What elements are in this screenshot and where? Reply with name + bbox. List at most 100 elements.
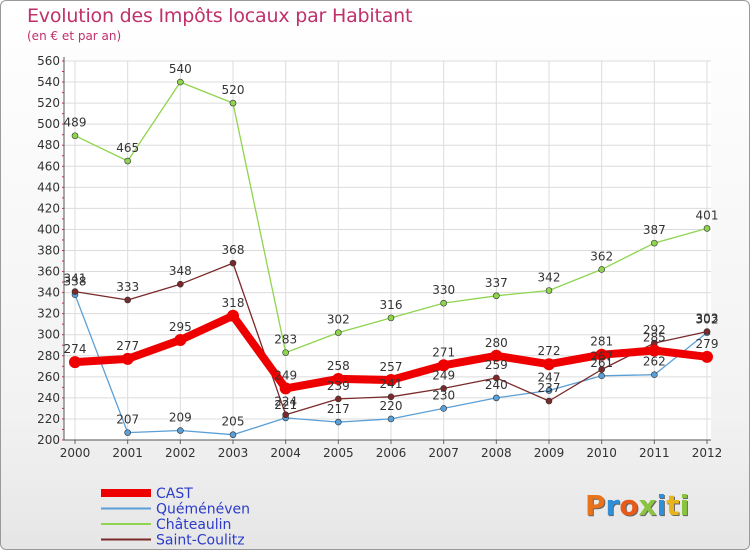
data-label: 333 xyxy=(116,280,139,294)
data-label: 237 xyxy=(538,381,561,395)
chart-subtitle: (en € et par an) xyxy=(27,29,122,43)
y-tick-label: 200 xyxy=(37,433,60,447)
x-tick-label: 2008 xyxy=(481,446,512,460)
data-point xyxy=(493,394,500,402)
data-point xyxy=(545,287,553,294)
y-tick-label: 360 xyxy=(37,265,60,279)
data-point xyxy=(598,266,605,273)
data-point xyxy=(279,382,292,395)
data-label: 230 xyxy=(432,388,455,402)
data-point xyxy=(545,397,553,405)
data-point xyxy=(177,78,184,86)
data-label: 224 xyxy=(274,395,297,409)
data-point xyxy=(440,299,447,307)
data-label: 465 xyxy=(116,141,139,155)
data-point xyxy=(177,280,184,288)
data-label: 267 xyxy=(590,349,613,363)
data-point xyxy=(71,132,79,140)
y-tick-label: 380 xyxy=(37,244,60,258)
data-point xyxy=(543,358,555,371)
data-point xyxy=(595,348,608,361)
data-point xyxy=(227,309,239,322)
data-label: 279 xyxy=(696,337,719,351)
data-label: 249 xyxy=(432,368,455,382)
y-tick-label: 520 xyxy=(37,96,60,110)
data-point xyxy=(598,366,605,373)
data-label: 292 xyxy=(643,323,666,337)
data-label: 302 xyxy=(696,313,719,327)
data-label: 302 xyxy=(327,313,350,327)
data-label: 277 xyxy=(116,339,139,353)
data-label: 217 xyxy=(327,402,350,416)
data-label: 239 xyxy=(327,379,350,393)
legend-label: Châteaulin xyxy=(156,517,231,533)
data-label: 261 xyxy=(590,356,613,370)
x-tick-label: 2011 xyxy=(639,446,670,460)
data-point xyxy=(490,349,503,362)
data-point xyxy=(385,373,397,386)
data-point xyxy=(229,431,237,439)
x-tick-label: 2005 xyxy=(323,446,354,460)
data-label: 259 xyxy=(485,358,508,372)
data-point xyxy=(69,356,81,369)
y-tick-label: 420 xyxy=(37,201,60,215)
data-label: 330 xyxy=(432,283,455,297)
data-point xyxy=(493,374,500,382)
data-label: 520 xyxy=(222,83,245,97)
legend-label: Saint-Coulitz xyxy=(156,533,245,549)
x-tick-label: 2007 xyxy=(428,446,459,460)
data-point xyxy=(124,429,131,436)
data-label: 401 xyxy=(696,208,719,222)
data-label: 257 xyxy=(380,360,403,374)
data-point xyxy=(703,328,711,335)
data-label: 489 xyxy=(64,116,87,130)
data-label: 316 xyxy=(380,298,403,312)
data-label: 348 xyxy=(169,264,192,278)
data-label: 207 xyxy=(116,413,139,427)
data-point xyxy=(387,393,395,401)
x-tick-label: 2010 xyxy=(586,446,617,460)
y-tick-label: 220 xyxy=(37,412,60,426)
data-point xyxy=(121,352,134,365)
proxiti-logo: Proxiti xyxy=(585,489,690,522)
data-label: 272 xyxy=(538,344,561,358)
y-tick-label: 540 xyxy=(37,75,60,89)
x-tick-label: 2012 xyxy=(692,446,723,460)
data-label: 240 xyxy=(485,378,508,392)
data-label: 241 xyxy=(380,377,403,391)
y-tick-label: 260 xyxy=(37,370,60,384)
data-label: 205 xyxy=(222,415,245,429)
data-point xyxy=(282,349,289,356)
x-tick-label: 2004 xyxy=(270,446,301,460)
data-point xyxy=(437,359,450,372)
data-label: 280 xyxy=(485,336,508,350)
data-point xyxy=(282,411,289,419)
y-tick-label: 340 xyxy=(37,286,60,300)
data-label: 387 xyxy=(643,223,666,237)
data-point xyxy=(703,225,711,232)
data-point xyxy=(545,387,553,394)
x-tick-label: 2009 xyxy=(534,446,565,460)
data-point xyxy=(493,292,500,300)
data-label: 368 xyxy=(222,243,245,257)
data-point xyxy=(71,288,79,295)
legend-label: Quéménéven xyxy=(156,502,250,518)
x-tick-label: 2000 xyxy=(60,446,91,460)
legend-label: CAST xyxy=(156,486,193,502)
data-point xyxy=(124,296,131,304)
data-point xyxy=(177,427,184,434)
data-point xyxy=(440,385,447,392)
data-point xyxy=(335,418,342,426)
data-label: 209 xyxy=(169,411,192,425)
data-label: 249 xyxy=(274,368,297,382)
data-label: 362 xyxy=(590,249,613,263)
y-tick-label: 500 xyxy=(37,117,60,131)
y-tick-label: 280 xyxy=(37,349,60,363)
data-point xyxy=(598,372,605,380)
y-tick-label: 400 xyxy=(37,222,60,236)
x-tick-label: 2001 xyxy=(112,446,143,460)
data-label: 221 xyxy=(274,398,297,412)
x-tick-label: 2003 xyxy=(218,446,249,460)
